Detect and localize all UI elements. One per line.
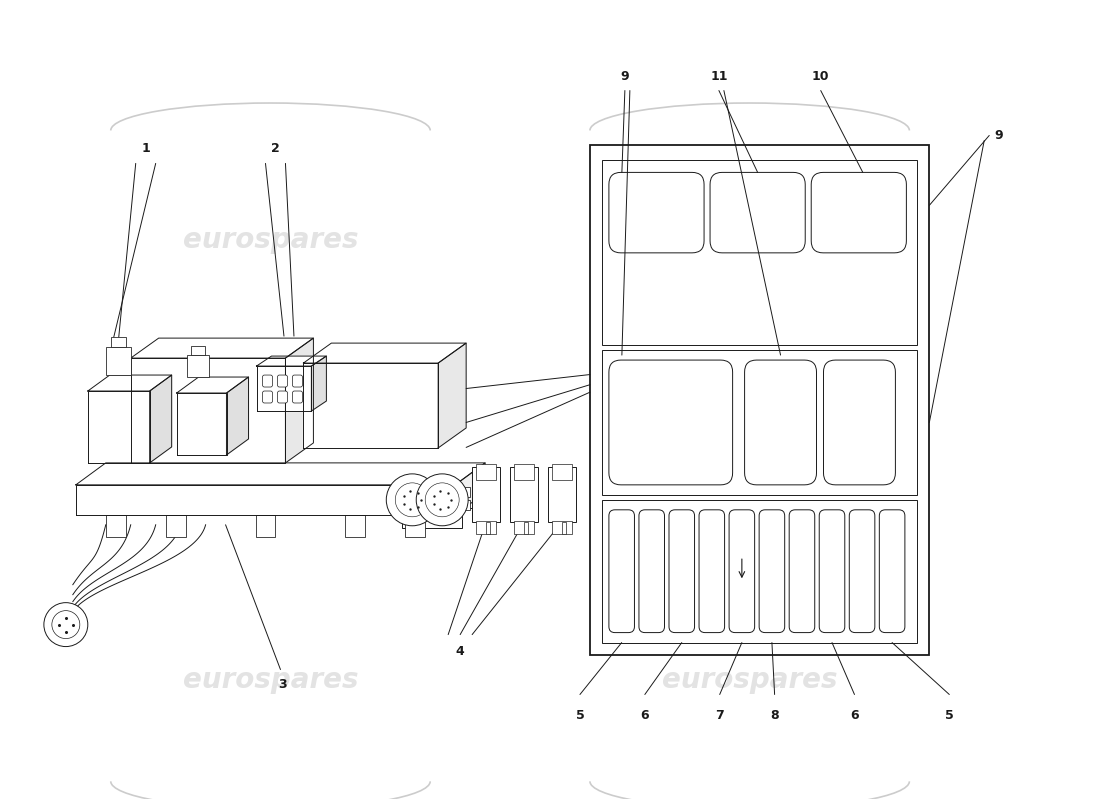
FancyBboxPatch shape [609,172,704,253]
Text: 2: 2 [271,142,279,155]
Bar [476,521,496,534]
Text: 7: 7 [715,710,724,722]
Bar [476,464,496,480]
Text: 9: 9 [994,129,1003,142]
FancyBboxPatch shape [277,391,287,403]
Bar [345,515,365,537]
Bar [405,515,426,537]
Polygon shape [76,463,485,485]
Text: 10: 10 [812,70,829,82]
Circle shape [426,483,459,517]
FancyBboxPatch shape [820,510,845,633]
Text: 5: 5 [945,710,954,722]
Bar [455,500,470,510]
Bar [602,161,917,345]
FancyBboxPatch shape [879,510,905,633]
Polygon shape [131,358,286,463]
Bar [472,467,500,522]
Bar [166,515,186,537]
FancyBboxPatch shape [824,360,895,485]
Polygon shape [304,363,438,448]
Bar [255,515,275,537]
Text: 8: 8 [770,710,779,722]
FancyBboxPatch shape [277,375,287,387]
FancyBboxPatch shape [609,510,635,633]
Text: 3: 3 [278,678,287,690]
Polygon shape [227,377,249,455]
FancyBboxPatch shape [698,510,725,633]
Text: eurospares: eurospares [662,666,837,694]
FancyBboxPatch shape [293,375,303,387]
Bar [190,346,205,355]
Bar [106,515,125,537]
Bar [510,467,538,522]
Circle shape [52,610,80,638]
Circle shape [395,483,429,517]
Polygon shape [150,375,172,463]
FancyBboxPatch shape [789,510,815,633]
FancyBboxPatch shape [293,391,303,403]
Bar [455,487,470,497]
Bar [514,464,534,480]
Text: 9: 9 [620,70,629,82]
Bar [552,464,572,480]
Text: 4: 4 [455,645,464,658]
Bar [602,500,917,642]
FancyBboxPatch shape [849,510,875,633]
FancyBboxPatch shape [811,172,906,253]
Polygon shape [286,338,313,463]
FancyBboxPatch shape [729,510,755,633]
Text: 11: 11 [711,70,728,82]
Polygon shape [256,366,311,411]
Text: 6: 6 [850,710,859,722]
Bar [187,355,209,377]
Bar [562,522,566,534]
Polygon shape [177,393,227,455]
Text: eurospares: eurospares [183,226,359,254]
FancyBboxPatch shape [639,510,664,633]
Bar [403,473,462,528]
Polygon shape [88,375,172,391]
Polygon shape [438,343,466,448]
Circle shape [44,602,88,646]
Circle shape [416,474,469,526]
Bar [552,521,572,534]
Circle shape [386,474,438,526]
FancyBboxPatch shape [609,360,733,485]
Text: 6: 6 [640,710,649,722]
FancyBboxPatch shape [759,510,784,633]
Text: eurospares: eurospares [183,666,359,694]
Polygon shape [304,343,466,363]
Polygon shape [455,463,485,515]
Bar [514,521,534,534]
FancyBboxPatch shape [669,510,694,633]
Text: eurospares: eurospares [662,226,837,254]
FancyBboxPatch shape [711,172,805,253]
Polygon shape [311,356,327,411]
FancyBboxPatch shape [745,360,816,485]
Text: 1: 1 [141,142,150,155]
FancyBboxPatch shape [263,375,273,387]
Polygon shape [76,485,455,515]
Bar [111,337,125,347]
Polygon shape [88,391,150,463]
FancyBboxPatch shape [263,391,273,403]
Bar [524,522,528,534]
Bar [590,146,930,654]
Polygon shape [131,338,314,358]
Polygon shape [256,356,327,366]
Bar [486,522,491,534]
Bar [106,347,131,375]
Bar [602,350,917,495]
Text: 5: 5 [575,710,584,722]
Bar [548,467,576,522]
Polygon shape [177,377,249,393]
